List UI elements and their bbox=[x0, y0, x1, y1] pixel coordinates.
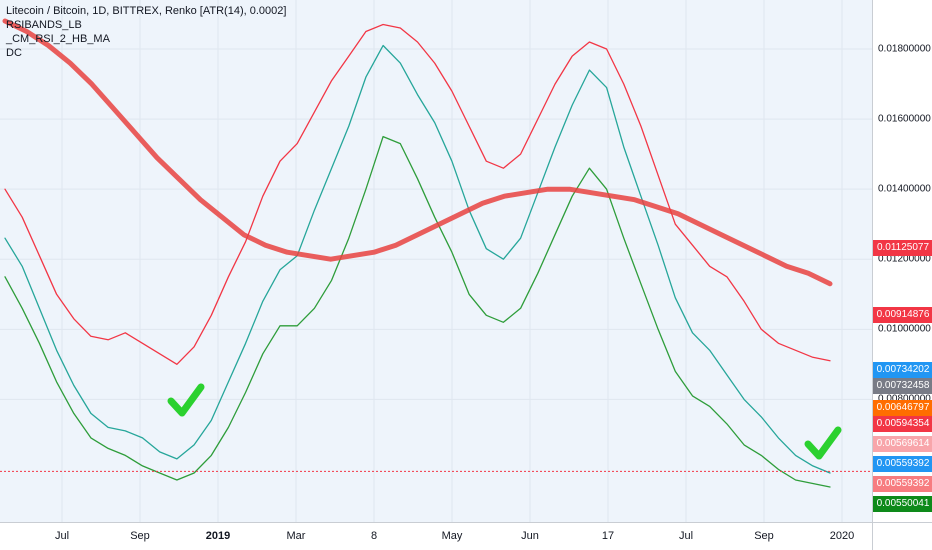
chart-canvas[interactable] bbox=[0, 0, 872, 522]
legend-item-dc[interactable]: DC bbox=[6, 47, 22, 59]
x-tick-label: Mar bbox=[286, 530, 306, 542]
x-tick-label: Sep bbox=[754, 530, 774, 542]
series-line-2 bbox=[4, 135, 831, 488]
x-tick-label: Jul bbox=[678, 530, 694, 542]
x-tick-label: Sep bbox=[130, 530, 150, 542]
price-tag: 0.00569614 bbox=[873, 436, 932, 452]
x-tick-label: 2020 bbox=[829, 530, 855, 542]
legend-item-rsibands[interactable]: RSIBANDS_LB bbox=[6, 19, 82, 31]
series-line-3 bbox=[2, 18, 833, 287]
legend-item-cm-rsi[interactable]: _CM_RSI_2_HB_MA bbox=[6, 33, 110, 45]
x-tick-label: Jul bbox=[54, 530, 70, 542]
series-line-0 bbox=[4, 44, 831, 474]
y-tick-label: 0.01200000 bbox=[878, 253, 931, 265]
legend-title[interactable]: Litecoin / Bitcoin, 1D, BITTREX, Renko [… bbox=[6, 5, 287, 17]
y-tick-label: 0.01600000 bbox=[878, 113, 931, 125]
x-tick-label: 8 bbox=[370, 530, 378, 542]
x-tick-label: May bbox=[441, 530, 463, 542]
y-tick-label: 0.00800000 bbox=[878, 394, 931, 405]
y-tick-label: 0.01400000 bbox=[878, 183, 931, 195]
price-tag: 0.01125077 bbox=[873, 240, 932, 256]
y-tick-label: 0.01800000 bbox=[878, 43, 931, 55]
legend: Litecoin / Bitcoin, 1D, BITTREX, Renko [… bbox=[6, 4, 286, 60]
series-line-1 bbox=[4, 23, 831, 365]
price-tag: 0.00732458 bbox=[873, 378, 932, 394]
price-axis[interactable]: 0.01800000 0.01600000 0.01400000 0.01200000… bbox=[872, 0, 932, 522]
price-tag: 0.00646797 bbox=[873, 400, 932, 416]
check-mark-icon bbox=[804, 426, 842, 460]
x-tick-label: 17 bbox=[601, 530, 615, 542]
price-tag: 0.00559392 bbox=[873, 456, 932, 472]
x-tick-label: Jun bbox=[521, 530, 539, 542]
price-tag: 0.00559392 bbox=[873, 476, 932, 492]
plot-area[interactable]: Litecoin / Bitcoin, 1D, BITTREX, Renko [… bbox=[0, 0, 872, 522]
price-tag: 0.00734202 bbox=[873, 362, 932, 378]
axis-corner bbox=[872, 522, 932, 550]
time-axis[interactable]: Jul Sep 2019 Mar 8 May Jun 17 Jul Sep 2020 bbox=[0, 522, 872, 550]
x-tick-label: 2019 bbox=[205, 530, 231, 542]
price-tag: 0.00914876 bbox=[873, 307, 932, 323]
check-mark-icon bbox=[167, 383, 205, 417]
price-tag: 0.00594354 bbox=[873, 416, 932, 432]
y-tick-label: 0.01000000 bbox=[878, 323, 931, 335]
price-tag: 0.00550041 bbox=[873, 496, 932, 512]
